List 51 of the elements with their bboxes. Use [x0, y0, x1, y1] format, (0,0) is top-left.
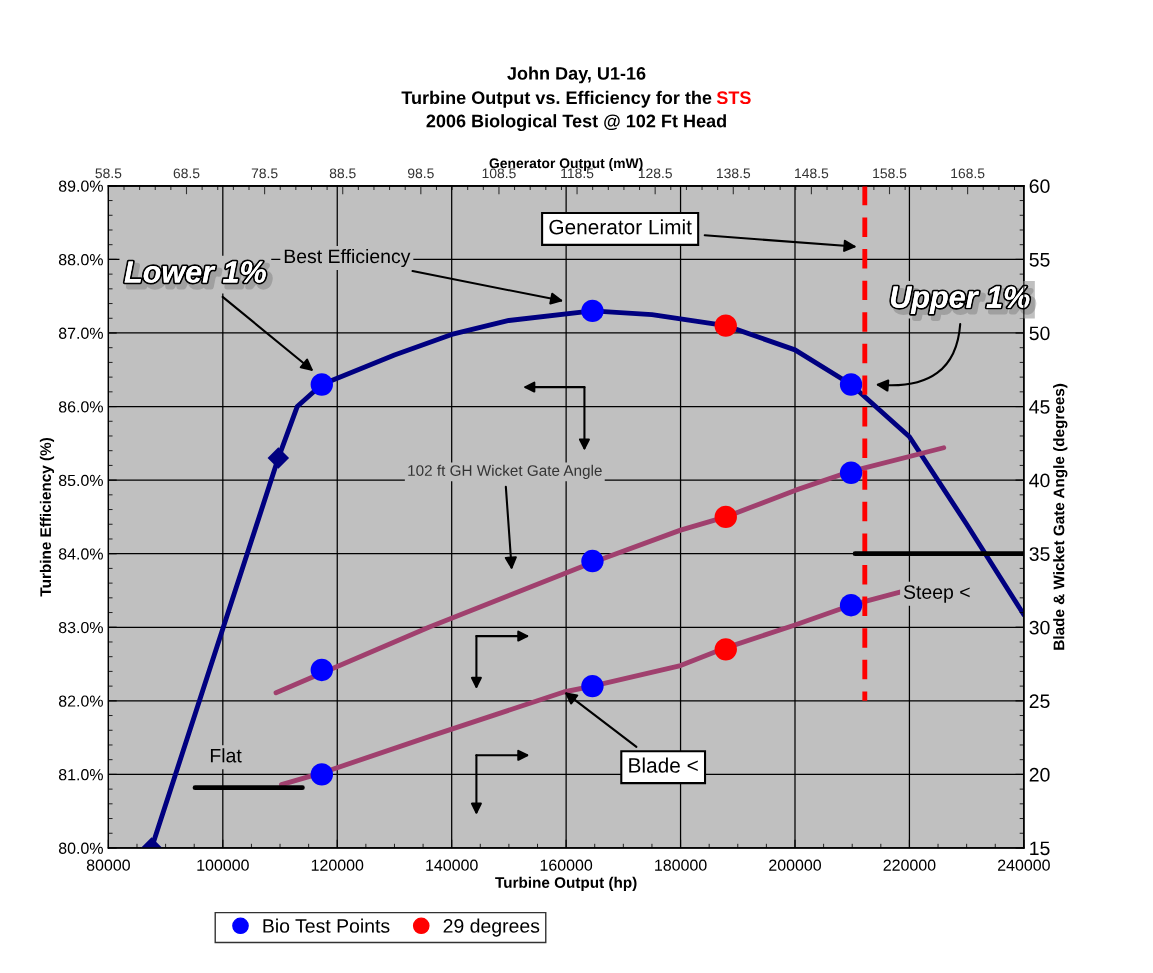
x-tick-label: 80000: [86, 859, 130, 871]
y-tick-label: 86.0%: [58, 401, 103, 413]
x-tick-label: 160000: [540, 859, 593, 871]
annotation: Steep <: [903, 585, 970, 603]
x-tick-label: 100000: [197, 859, 249, 871]
y2-tick-label: 50: [1029, 326, 1050, 341]
y2-tick-label: 15: [1030, 841, 1050, 856]
x2-tick-label: 58.5: [95, 168, 122, 179]
y2-tick-label: 60: [1029, 179, 1050, 194]
y-tick-label: 82.0%: [58, 695, 103, 707]
y2-tick-label: 35: [1029, 547, 1050, 561]
y-tick-label: 83.0%: [58, 621, 103, 634]
x-axis-title: Turbine Output (hp): [495, 876, 637, 891]
x2-tick-label: 138.5: [716, 168, 751, 179]
y2-tick-label: 40: [1029, 473, 1050, 488]
y-tick-label: 88.0%: [58, 254, 103, 266]
x2-tick-label: 68.5: [173, 168, 200, 179]
x2-tick-label: 88.5: [329, 168, 356, 179]
x2-tick-label: 108.5: [482, 168, 516, 179]
legend-label: Bio Test Points: [263, 918, 390, 933]
y2-tick-label: 55: [1029, 253, 1050, 267]
y-axis-title: Turbine Efficiency (%): [39, 438, 55, 597]
y2-tick-label: 25: [1029, 694, 1050, 709]
y2-axis-title: Blade & Wicket Gate Angle (degrees): [1053, 383, 1068, 650]
x-tick-label: 240000: [998, 859, 1050, 871]
x2-tick-label: 168.5: [951, 168, 985, 179]
x-tick-label: 140000: [426, 859, 478, 871]
y-tick-label: 84.0%: [58, 548, 103, 560]
annotation: Best Efficiency: [284, 248, 411, 268]
legend-label: 29 degrees: [443, 918, 540, 937]
y2-tick-label: 20: [1029, 767, 1050, 782]
x2-tick-label: 78.5: [251, 168, 278, 179]
y-tick-label: 85.0%: [58, 474, 103, 487]
y2-tick-label: 45: [1029, 400, 1050, 414]
chart-title: John Day, U1-16 Turbine Output vs. Efficiency for the STS 2006 Biological Test @ 102 Ft Head: [401, 66, 751, 132]
x2-tick-label: 158.5: [873, 168, 907, 179]
y2-tick-label: 30: [1029, 620, 1050, 635]
annotation: Flat: [210, 748, 242, 763]
y-tick-label: 87.0%: [58, 327, 103, 339]
x2-tick-label: 148.5: [795, 168, 829, 179]
x2-tick-label: 98.5: [407, 168, 434, 179]
annotation: Blade <: [629, 757, 698, 773]
y-tick-label: 80.0%: [58, 842, 103, 854]
x-tick-label: 180000: [655, 859, 707, 871]
x-tick-label: 220000: [883, 859, 936, 871]
annotation: Generator Limit: [549, 219, 692, 235]
x-tick-label: 120000: [311, 859, 364, 871]
x-tick-label: 200000: [769, 859, 822, 871]
y-tick-label: 81.0%: [58, 769, 103, 781]
y-tick-label: 89.0%: [58, 180, 103, 192]
annotation: 102 ft GH Wicket Gate Angle: [408, 464, 602, 479]
